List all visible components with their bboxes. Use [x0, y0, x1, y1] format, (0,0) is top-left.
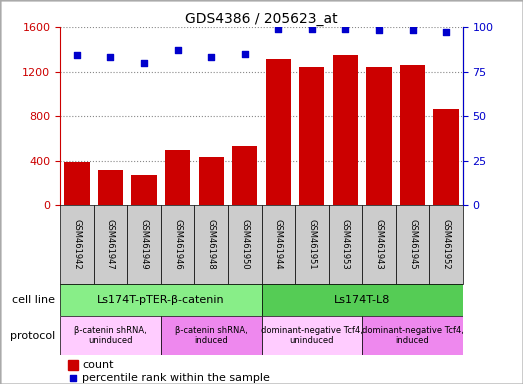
Text: β-catenin shRNA,
uninduced: β-catenin shRNA, uninduced: [74, 326, 147, 346]
Point: [375, 27, 383, 33]
Bar: [98, 170, 123, 205]
Bar: [266, 59, 291, 205]
Bar: [131, 175, 156, 205]
Text: GSM461947: GSM461947: [106, 219, 115, 270]
Bar: [228, 205, 262, 284]
Bar: [328, 205, 362, 284]
Text: GSM461949: GSM461949: [140, 219, 149, 270]
Text: Ls174T-pTER-β-catenin: Ls174T-pTER-β-catenin: [97, 295, 225, 305]
Point: [140, 60, 148, 66]
Bar: [434, 109, 459, 205]
Bar: [60, 316, 161, 356]
Bar: [333, 55, 358, 205]
Text: GSM461946: GSM461946: [173, 219, 182, 270]
Point: [442, 29, 450, 35]
Bar: [94, 205, 127, 284]
Bar: [295, 205, 328, 284]
Point: [106, 54, 115, 60]
Point: [69, 375, 77, 381]
Text: protocol: protocol: [10, 331, 55, 341]
Bar: [396, 205, 429, 284]
Bar: [68, 360, 78, 370]
Bar: [127, 205, 161, 284]
Point: [308, 26, 316, 32]
Bar: [299, 67, 324, 205]
Bar: [64, 162, 89, 205]
Text: GSM461952: GSM461952: [441, 219, 451, 270]
Bar: [362, 316, 463, 356]
Text: dominant-negative Tcf4,
uninduced: dominant-negative Tcf4, uninduced: [261, 326, 363, 346]
Text: percentile rank within the sample: percentile rank within the sample: [82, 373, 270, 383]
Bar: [165, 150, 190, 205]
Bar: [262, 316, 362, 356]
Point: [408, 27, 417, 33]
Bar: [362, 205, 396, 284]
Bar: [195, 205, 228, 284]
Bar: [429, 205, 463, 284]
Text: GSM461950: GSM461950: [240, 219, 249, 270]
Text: GSM461942: GSM461942: [72, 219, 82, 270]
Point: [241, 51, 249, 57]
Point: [341, 26, 349, 32]
Bar: [60, 205, 94, 284]
Bar: [232, 146, 257, 205]
Bar: [262, 205, 295, 284]
Text: dominant-negative Tcf4,
induced: dominant-negative Tcf4, induced: [361, 326, 463, 346]
Title: GDS4386 / 205623_at: GDS4386 / 205623_at: [185, 12, 338, 26]
Point: [174, 47, 182, 53]
Bar: [400, 65, 425, 205]
Text: GSM461948: GSM461948: [207, 219, 215, 270]
Point: [274, 26, 282, 32]
Text: β-catenin shRNA,
induced: β-catenin shRNA, induced: [175, 326, 247, 346]
Text: GSM461944: GSM461944: [274, 219, 283, 270]
Point: [73, 52, 81, 58]
Bar: [367, 67, 392, 205]
Text: GSM461951: GSM461951: [308, 219, 316, 270]
Point: [207, 54, 215, 60]
Text: Ls174T-L8: Ls174T-L8: [334, 295, 390, 305]
Bar: [60, 284, 262, 316]
Bar: [262, 284, 463, 316]
Bar: [161, 316, 262, 356]
Text: GSM461945: GSM461945: [408, 219, 417, 270]
Text: GSM461943: GSM461943: [374, 219, 383, 270]
Bar: [161, 205, 195, 284]
Bar: [199, 157, 224, 205]
Text: count: count: [82, 359, 114, 369]
Text: GSM461953: GSM461953: [341, 219, 350, 270]
Text: cell line: cell line: [12, 295, 55, 305]
